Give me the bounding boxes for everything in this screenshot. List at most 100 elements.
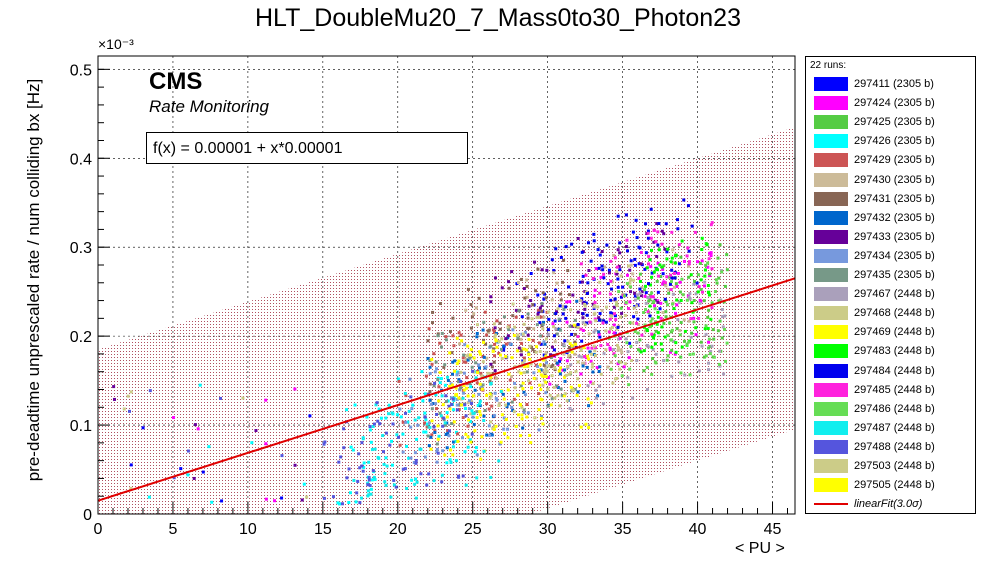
- data-point: [440, 394, 444, 398]
- data-point: [554, 327, 558, 331]
- data-point: [648, 314, 652, 318]
- data-point: [619, 306, 623, 310]
- data-point: [616, 285, 620, 289]
- data-point: [384, 431, 388, 435]
- data-point: [600, 264, 604, 268]
- data-point: [539, 342, 543, 346]
- data-point: [384, 456, 388, 460]
- legend-label: 297429 (2305 b): [854, 154, 935, 167]
- data-point: [710, 301, 714, 305]
- data-point: [520, 277, 524, 281]
- data-point: [405, 487, 409, 491]
- data-point: [723, 359, 727, 363]
- data-point: [398, 407, 402, 411]
- data-point: [507, 328, 511, 332]
- data-point: [439, 377, 443, 381]
- data-point: [430, 362, 434, 366]
- data-point: [451, 445, 455, 449]
- data-point: [517, 346, 521, 350]
- data-point: [520, 406, 524, 410]
- data-point: [558, 304, 562, 308]
- data-point: [492, 330, 496, 334]
- data-point: [574, 370, 578, 374]
- data-point: [461, 416, 465, 420]
- data-point: [375, 401, 379, 405]
- data-point: [663, 297, 667, 301]
- data-point: [563, 339, 567, 343]
- legend-header: 22 runs:: [810, 60, 847, 71]
- data-point: [545, 369, 549, 373]
- data-point: [425, 483, 429, 487]
- data-point: [616, 325, 620, 329]
- data-point: [626, 350, 630, 354]
- data-point: [634, 311, 638, 315]
- data-point: [704, 332, 708, 336]
- data-point: [665, 257, 669, 261]
- data-point: [619, 348, 623, 352]
- data-point: [615, 376, 619, 380]
- data-point: [447, 429, 451, 433]
- data-point: [717, 362, 721, 366]
- data-point: [650, 271, 654, 275]
- data-point: [621, 285, 625, 289]
- data-point: [469, 303, 473, 307]
- legend-label: 297430 (2305 b): [854, 173, 935, 186]
- data-point: [522, 287, 526, 291]
- legend: 22 runs: 297411 (2305 b) 297424 (2305 b) 2…: [805, 56, 976, 514]
- data-point: [539, 334, 543, 338]
- data-point: [574, 342, 578, 346]
- data-point: [509, 375, 513, 379]
- fit-line-layer: [97, 277, 796, 502]
- data-point: [610, 312, 614, 316]
- legend-item: 297424 (2305 b): [812, 94, 972, 112]
- data-point: [446, 378, 450, 382]
- data-point: [651, 356, 655, 360]
- data-point: [692, 299, 696, 303]
- data-point: [541, 374, 545, 378]
- data-point: [635, 321, 639, 325]
- data-point: [652, 336, 656, 340]
- data-point: [573, 340, 577, 344]
- data-point: [626, 307, 630, 311]
- data-point: [664, 222, 668, 226]
- data-point: [638, 279, 642, 283]
- data-point: [652, 240, 656, 244]
- data-point: [590, 362, 594, 366]
- data-point: [462, 353, 466, 357]
- data-point: [542, 353, 546, 357]
- data-point: [444, 335, 448, 339]
- data-point: [608, 317, 612, 321]
- data-point: [475, 476, 479, 480]
- data-point: [466, 287, 470, 291]
- data-point: [340, 502, 344, 506]
- data-point: [426, 339, 430, 343]
- data-point: [541, 383, 545, 387]
- x-tick-label: 15: [314, 521, 332, 538]
- legend-label: 297425 (2305 b): [854, 116, 935, 129]
- data-point: [656, 230, 660, 234]
- data-point: [639, 262, 643, 266]
- data-point: [648, 283, 652, 287]
- data-point: [504, 403, 508, 407]
- data-point: [457, 407, 461, 411]
- data-point: [450, 422, 454, 426]
- data-point: [637, 262, 641, 266]
- data-point: [657, 222, 661, 226]
- data-point: [625, 273, 629, 277]
- data-point: [638, 338, 642, 342]
- data-point: [678, 280, 682, 284]
- data-point: [646, 229, 650, 233]
- data-point: [608, 347, 612, 351]
- data-point: [537, 310, 541, 314]
- data-point: [443, 453, 447, 457]
- data-point: [602, 276, 606, 280]
- data-point: [430, 321, 434, 325]
- data-point: [709, 254, 713, 258]
- data-point: [622, 365, 626, 369]
- data-point: [698, 261, 702, 265]
- data-point: [526, 364, 530, 368]
- data-point: [551, 322, 555, 326]
- data-point: [463, 403, 467, 407]
- data-point: [591, 276, 595, 280]
- legend-swatch: [814, 77, 848, 91]
